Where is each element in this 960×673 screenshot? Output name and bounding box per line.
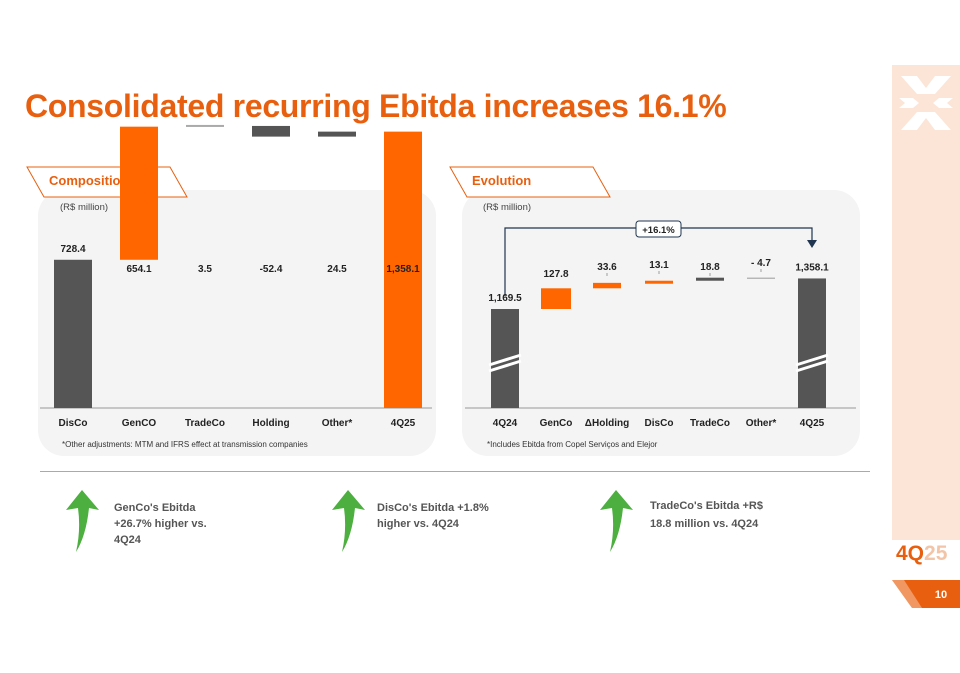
tick-label: Holding [252, 418, 289, 429]
page-title: Consolidated recurring Ebitda increases … [25, 88, 727, 124]
bar-tradeco [696, 277, 724, 281]
tick-label: 4Q25 [800, 418, 825, 429]
tick-label: DisCo [645, 418, 674, 429]
bracket-arrow-icon [807, 240, 817, 248]
data-label: -52.4 [260, 264, 283, 275]
disco-callout: DisCo's Ebitda +1.8% higher vs. 4Q24 [377, 502, 489, 530]
unit-label: (R$ million) [60, 202, 108, 213]
data-label: 18.8 [700, 262, 720, 273]
data-label: 1,358.1 [386, 264, 420, 275]
tick-label: Other* [746, 418, 777, 429]
growth-badge [635, 220, 682, 238]
bar-4q25 [798, 278, 826, 408]
bar-holding [252, 125, 290, 137]
axis-break [488, 353, 522, 373]
data-label: 33.6 [597, 262, 617, 273]
tick-label: 4Q24 [493, 418, 518, 429]
footnote: *Includes Ebitda from Copel Serviços and… [487, 440, 658, 449]
tradeco-callout: TradeCo's Ebitda +R$ 18.8 million vs. 4Q… [650, 500, 763, 530]
data-label: 1,358.1 [795, 262, 829, 273]
up-arrow-icon [600, 490, 633, 552]
tick-label: DisCo [59, 418, 88, 429]
bar-4q25 [384, 131, 422, 408]
side-band [892, 65, 960, 540]
up-arrow-icon [66, 490, 99, 552]
genco-callout: GenCo's Ebitda +26.7% higher vs. 4Q24 [114, 502, 207, 546]
tick-label: GenCO [122, 418, 157, 429]
footnote: *Other adjustments: MTM and IFRS effect … [62, 440, 308, 449]
bar-holding [593, 282, 621, 289]
evolution-label: Evolution [472, 173, 532, 188]
page-number: 10 [934, 589, 948, 601]
tick-label: 4Q25 [391, 418, 416, 429]
axis-break [795, 353, 829, 373]
tick-label: TradeCo [690, 418, 730, 429]
tick-label: Other* [322, 418, 353, 429]
data-label: 24.5 [327, 264, 347, 275]
tick-label: GenCo [540, 418, 573, 429]
logo-icon [899, 76, 953, 130]
composition-label: Composition [49, 173, 129, 188]
data-label: - 4.7 [751, 258, 771, 269]
bar-tradeco [186, 124, 224, 127]
tick-label: ΔHolding [585, 418, 629, 429]
tick-label: TradeCo [185, 418, 225, 429]
data-label: 127.8 [543, 269, 568, 280]
evolution-tag [449, 166, 611, 198]
up-arrow-icon [332, 490, 365, 552]
divider [40, 471, 870, 472]
data-label: 654.1 [126, 264, 151, 275]
bar-disco [54, 259, 92, 408]
composition-panel [38, 190, 436, 456]
data-label: 13.1 [649, 260, 669, 271]
data-label: 1,169.5 [488, 293, 522, 304]
data-label: 3.5 [198, 264, 212, 275]
growth-label: +16.1% [642, 225, 675, 236]
brand-mark: 4Q25 [896, 542, 948, 565]
bar-other [747, 277, 775, 279]
bar-genco [541, 288, 571, 309]
bar-disco [645, 280, 673, 284]
bar-genco [120, 126, 158, 260]
bar-other [318, 131, 356, 137]
unit-label: (R$ million) [483, 202, 531, 213]
data-label: 728.4 [60, 244, 85, 255]
page-number-box [892, 580, 960, 608]
